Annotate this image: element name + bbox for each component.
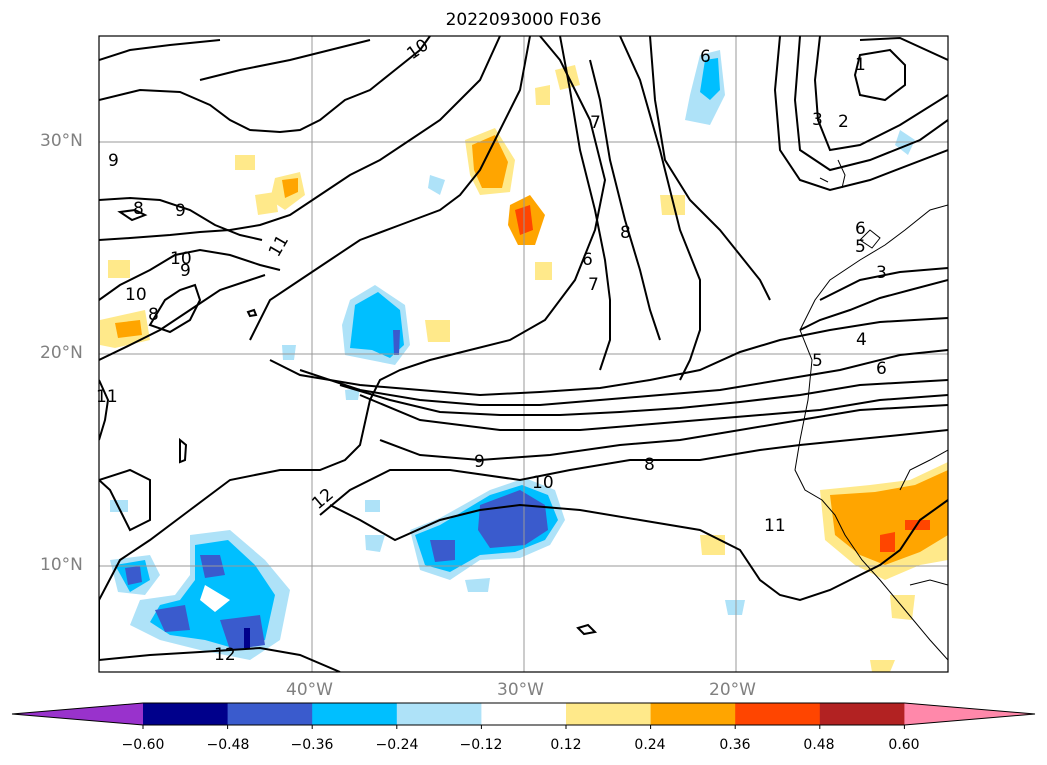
lon-label-20w: 20°W <box>709 680 756 700</box>
lat-label-10n: 10°N <box>40 555 83 575</box>
contour-label-3-top: 3 <box>812 110 823 130</box>
colorbar-tick: 0.24 <box>634 737 666 753</box>
colorbar-segment <box>312 703 398 725</box>
contour-label-6: 6 <box>700 47 711 67</box>
map-border <box>98 35 949 673</box>
colorbar-segment <box>650 703 736 725</box>
contour-label-8-lower: 8 <box>644 455 655 475</box>
contour-label-8-left: 8 <box>133 199 144 219</box>
colorbar-tick: 0.48 <box>803 737 835 753</box>
lat-label-20n: 20°N <box>40 343 83 363</box>
colorbar-segment <box>481 703 567 725</box>
lon-label-30w: 30°W <box>497 680 544 700</box>
contour-label-9-lower: 9 <box>474 452 485 472</box>
contour-label-10-b: 10 <box>125 285 147 305</box>
colorbar-extend-max <box>904 703 1035 725</box>
contour-label-9-b: 9 <box>180 261 191 281</box>
contour-label-11-lower: 11 <box>764 516 786 536</box>
colorbar-segment <box>143 703 229 725</box>
colorbar-segment <box>396 703 482 725</box>
contour-label-1: 1 <box>855 55 866 75</box>
contour-label-5-right: 5 <box>855 237 866 257</box>
contour-label-10-left: 10 <box>170 249 192 269</box>
contour-lines <box>99 36 948 672</box>
contour-label-4-right: 4 <box>856 330 867 350</box>
contour-label-6-right: 6 <box>855 219 866 239</box>
contour-label-9-left: 9 <box>108 151 119 171</box>
colorbar-segment <box>735 703 821 725</box>
colorbar-tick: 0.12 <box>550 737 582 753</box>
colorbar <box>11 702 1036 729</box>
colorbar-tick: −0.48 <box>206 737 250 753</box>
colorbar-tick: −0.24 <box>375 737 419 753</box>
contour-label-8-mid: 8 <box>620 223 631 243</box>
lon-label-40w: 40°W <box>286 680 333 700</box>
colorbar-segment <box>566 703 652 725</box>
contour-label-11-left: 11 <box>96 387 118 407</box>
contour-label-2: 2 <box>838 112 849 132</box>
colorbar-tick: −0.12 <box>459 737 503 753</box>
lat-label-30n: 30°N <box>40 131 83 151</box>
colorbar-tick: −0.60 <box>121 737 165 753</box>
contour-label-3-right: 3 <box>876 263 887 283</box>
contour-label-6-mid: 6 <box>582 250 593 270</box>
contour-label-6-lower: 6 <box>876 359 887 379</box>
colorbar-tick: −0.36 <box>290 737 334 753</box>
map-title: 2022093000 F036 <box>445 10 602 30</box>
contour-label-7-top: 7 <box>590 113 601 133</box>
contour-label-12-bottom: 12 <box>214 645 236 665</box>
contour-label-8-b: 8 <box>148 305 159 325</box>
contour-label-7-mid: 7 <box>588 275 599 295</box>
contour-label-9: 9 <box>175 201 186 221</box>
coastline <box>794 159 948 661</box>
colorbar-tick: 0.36 <box>719 737 751 753</box>
contour-label-5-lower: 5 <box>812 351 823 371</box>
colorbar-segment <box>227 703 313 725</box>
colorbar-extend-min <box>12 703 143 725</box>
colorbar-tick: 0.60 <box>888 737 920 753</box>
colorbar-segment <box>819 703 905 725</box>
contour-label-10-lower: 10 <box>532 473 554 493</box>
